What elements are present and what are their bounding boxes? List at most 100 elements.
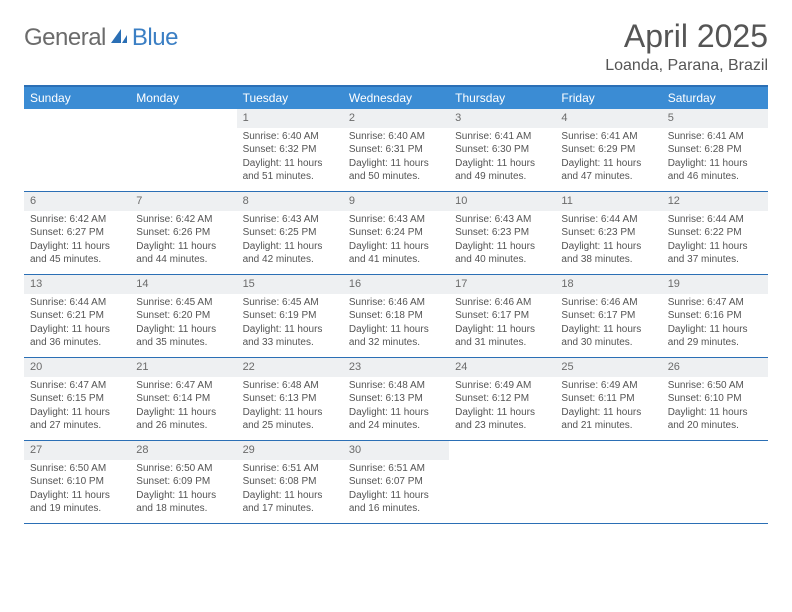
day-number: 24 [449,358,555,377]
sunset-text: Sunset: 6:17 PM [561,309,655,323]
sunset-text: Sunset: 6:17 PM [455,309,549,323]
day-cell: 24Sunrise: 6:49 AMSunset: 6:12 PMDayligh… [449,358,555,440]
day-cell: 16Sunrise: 6:46 AMSunset: 6:18 PMDayligh… [343,275,449,357]
day-cell: 19Sunrise: 6:47 AMSunset: 6:16 PMDayligh… [662,275,768,357]
daylight-text: Daylight: 11 hours and 35 minutes. [136,323,230,350]
day-number: 20 [24,358,130,377]
sunset-text: Sunset: 6:32 PM [243,143,337,157]
day-cell: . [130,109,236,191]
weeks-container: ..1Sunrise: 6:40 AMSunset: 6:32 PMDaylig… [24,109,768,524]
sunset-text: Sunset: 6:25 PM [243,226,337,240]
day-number: 6 [24,192,130,211]
sunset-text: Sunset: 6:26 PM [136,226,230,240]
sunrise-text: Sunrise: 6:48 AM [243,379,337,393]
daylight-text: Daylight: 11 hours and 33 minutes. [243,323,337,350]
daylight-text: Daylight: 11 hours and 38 minutes. [561,240,655,267]
daylight-text: Daylight: 11 hours and 20 minutes. [668,406,762,433]
sunset-text: Sunset: 6:22 PM [668,226,762,240]
sunrise-text: Sunrise: 6:50 AM [30,462,124,476]
day-cell: 8Sunrise: 6:43 AMSunset: 6:25 PMDaylight… [237,192,343,274]
day-body: Sunrise: 6:42 AMSunset: 6:26 PMDaylight:… [130,211,236,273]
day-body: Sunrise: 6:43 AMSunset: 6:24 PMDaylight:… [343,211,449,273]
daylight-text: Daylight: 11 hours and 24 minutes. [349,406,443,433]
day-number: 19 [662,275,768,294]
day-number: 22 [237,358,343,377]
daylight-text: Daylight: 11 hours and 21 minutes. [561,406,655,433]
day-number: 13 [24,275,130,294]
day-body: Sunrise: 6:41 AMSunset: 6:28 PMDaylight:… [662,128,768,190]
calendar-grid: SundayMondayTuesdayWednesdayThursdayFrid… [24,85,768,524]
day-number: 15 [237,275,343,294]
day-cell: 25Sunrise: 6:49 AMSunset: 6:11 PMDayligh… [555,358,661,440]
page-header: General Blue April 2025 Loanda, Parana, … [24,18,768,75]
sunset-text: Sunset: 6:23 PM [561,226,655,240]
sunset-text: Sunset: 6:18 PM [349,309,443,323]
sunrise-text: Sunrise: 6:42 AM [30,213,124,227]
sunset-text: Sunset: 6:09 PM [136,475,230,489]
sunset-text: Sunset: 6:24 PM [349,226,443,240]
sunrise-text: Sunrise: 6:40 AM [349,130,443,144]
sunrise-text: Sunrise: 6:43 AM [243,213,337,227]
sunset-text: Sunset: 6:20 PM [136,309,230,323]
daylight-text: Daylight: 11 hours and 51 minutes. [243,157,337,184]
day-cell: . [662,441,768,523]
daylight-text: Daylight: 11 hours and 25 minutes. [243,406,337,433]
sunset-text: Sunset: 6:12 PM [455,392,549,406]
day-header-row: SundayMondayTuesdayWednesdayThursdayFrid… [24,87,768,109]
daylight-text: Daylight: 11 hours and 44 minutes. [136,240,230,267]
sunrise-text: Sunrise: 6:50 AM [668,379,762,393]
sunrise-text: Sunrise: 6:44 AM [561,213,655,227]
sunset-text: Sunset: 6:08 PM [243,475,337,489]
day-header: Monday [130,87,236,109]
day-body: Sunrise: 6:41 AMSunset: 6:29 PMDaylight:… [555,128,661,190]
sunset-text: Sunset: 6:13 PM [243,392,337,406]
day-number: 3 [449,109,555,128]
week-row: 6Sunrise: 6:42 AMSunset: 6:27 PMDaylight… [24,192,768,275]
day-cell: . [449,441,555,523]
daylight-text: Daylight: 11 hours and 30 minutes. [561,323,655,350]
sunset-text: Sunset: 6:27 PM [30,226,124,240]
day-number: 5 [662,109,768,128]
day-cell: 3Sunrise: 6:41 AMSunset: 6:30 PMDaylight… [449,109,555,191]
day-body: Sunrise: 6:49 AMSunset: 6:11 PMDaylight:… [555,377,661,439]
day-body: Sunrise: 6:48 AMSunset: 6:13 PMDaylight:… [237,377,343,439]
day-number: 16 [343,275,449,294]
daylight-text: Daylight: 11 hours and 31 minutes. [455,323,549,350]
daylight-text: Daylight: 11 hours and 16 minutes. [349,489,443,516]
sunset-text: Sunset: 6:14 PM [136,392,230,406]
sunrise-text: Sunrise: 6:47 AM [30,379,124,393]
week-row: 13Sunrise: 6:44 AMSunset: 6:21 PMDayligh… [24,275,768,358]
day-cell: 17Sunrise: 6:46 AMSunset: 6:17 PMDayligh… [449,275,555,357]
day-body: Sunrise: 6:46 AMSunset: 6:18 PMDaylight:… [343,294,449,356]
daylight-text: Daylight: 11 hours and 45 minutes. [30,240,124,267]
day-cell: 14Sunrise: 6:45 AMSunset: 6:20 PMDayligh… [130,275,236,357]
day-header: Friday [555,87,661,109]
day-number: 11 [555,192,661,211]
day-number: 23 [343,358,449,377]
day-cell: 23Sunrise: 6:48 AMSunset: 6:13 PMDayligh… [343,358,449,440]
daylight-text: Daylight: 11 hours and 36 minutes. [30,323,124,350]
day-cell: 11 Sunrise: 6:44 AMSunset: 6:23 PMDayligh… [555,192,661,274]
daylight-text: Daylight: 11 hours and 27 minutes. [30,406,124,433]
daylight-text: Daylight: 11 hours and 17 minutes. [243,489,337,516]
day-number: 1 [237,109,343,128]
day-cell: 2Sunrise: 6:40 AMSunset: 6:31 PMDaylight… [343,109,449,191]
daylight-text: Daylight: 11 hours and 18 minutes. [136,489,230,516]
day-number: 29 [237,441,343,460]
daylight-text: Daylight: 11 hours and 32 minutes. [349,323,443,350]
sunset-text: Sunset: 6:10 PM [30,475,124,489]
sunrise-text: Sunrise: 6:49 AM [561,379,655,393]
sunset-text: Sunset: 6:13 PM [349,392,443,406]
day-cell: 9Sunrise: 6:43 AMSunset: 6:24 PMDaylight… [343,192,449,274]
day-body: Sunrise: 6:47 AMSunset: 6:15 PMDaylight:… [24,377,130,439]
day-cell: 29 Sunrise: 6:51 AMSunset: 6:08 PMDayligh… [237,441,343,523]
day-number: 28 [130,441,236,460]
day-number: 25 [555,358,661,377]
daylight-text: Daylight: 11 hours and 41 minutes. [349,240,443,267]
sunrise-text: Sunrise: 6:51 AM [243,462,337,476]
day-header: Tuesday [237,87,343,109]
sunrise-text: Sunrise: 6:44 AM [30,296,124,310]
sunrise-text: Sunrise: 6:45 AM [243,296,337,310]
day-body: Sunrise: 6:45 AMSunset: 6:19 PMDaylight:… [237,294,343,356]
day-number: 9 [343,192,449,211]
